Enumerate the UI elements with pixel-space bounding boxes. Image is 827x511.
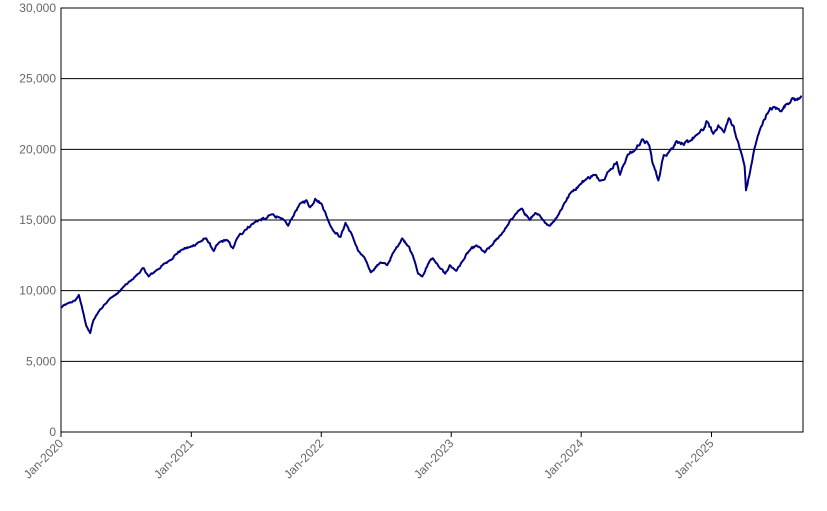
plot-frame	[60, 7, 804, 433]
series-group	[60, 95, 803, 335]
series-line	[60, 95, 803, 335]
y-tick-label: 5,000	[26, 354, 56, 368]
x-tick-label: Jan-2021	[151, 436, 197, 482]
x-tick-label: Jan-2023	[411, 436, 457, 482]
plot-area-frame	[60, 7, 804, 437]
y-tick-label: 10,000	[19, 284, 56, 298]
x-tick-label: Jan-2022	[281, 436, 327, 482]
x-tick-label: Jan-2020	[21, 436, 67, 482]
gridlines	[61, 7, 803, 362]
y-tick-label: 0	[49, 425, 56, 439]
x-axis-tick-labels: Jan-2020 Jan-2021 Jan-2022 Jan-2023 Jan-2024…	[21, 436, 717, 482]
y-tick-label: 20,000	[19, 142, 56, 156]
y-tick-label: 25,000	[19, 72, 56, 86]
y-tick-label: 30,000	[19, 1, 56, 15]
y-axis-tick-labels: 0 5,000 10,000 15,000 20,000 25,000 30,000	[19, 1, 56, 439]
x-tick-label: Jan-2024	[541, 436, 587, 482]
x-tick-label: Jan-2025	[671, 436, 717, 482]
y-tick-label: 15,000	[19, 213, 56, 227]
